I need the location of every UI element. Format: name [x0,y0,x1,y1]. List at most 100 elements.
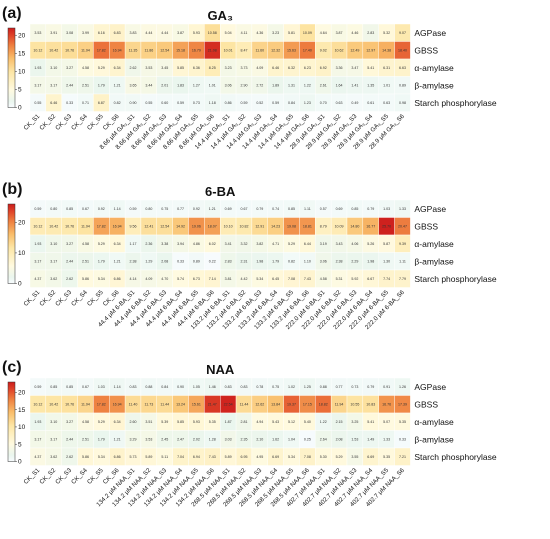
cell-value-label: 0.25 [304,438,311,442]
cell-value-label: 0.49 [351,101,358,105]
row-label: β-amylase [414,434,454,444]
cell-value-label: 3.25 [351,420,358,424]
heatmap-panel: (a) GA₃ 0 5 10 15 20 3.53 3.91 3.08 3.99 6.16 6.83 3.… [2,5,497,151]
column-label: CK_S4 [70,113,89,132]
cell-value-label: 5.29 [98,420,105,424]
cell-value-label: 5.34 [288,455,295,459]
cell-value-label: 6.86 [114,455,121,459]
cell-value-label: 0.67 [82,207,89,211]
heatmap-panel: (c) NAA 0 5 10 15 20 0.59 0.85 0.85 0.67 1.03 1.14 0.… [2,359,497,508]
cell-value-label: 2.81 [240,420,247,424]
cell-value-label: 0.74 [272,207,279,211]
panel-title: GA₃ [207,8,233,23]
cell-value-label: 3.17 [34,438,41,442]
panel-label: (c) [2,359,22,376]
cell-value-label: 22.54 [224,403,233,407]
cell-value-label: 7.08 [288,277,295,281]
cell-value-label: 1.17 [130,242,137,246]
cell-value-label: 5.34 [98,455,105,459]
cell-value-label: 2.38 [130,260,137,264]
colorbar-tick-label: 5 [18,87,22,94]
cell-value-label: 10.09 [303,31,312,35]
cell-value-label: 6.94 [193,455,200,459]
cell-value-label: 4.44 [145,31,152,35]
cell-value-label: 0.85 [351,207,358,211]
cell-value-label: 1.21 [114,260,121,264]
cell-value-label: 5.81 [288,31,295,35]
cell-value-label: 4.64 [320,31,327,35]
row-label: α-amylase [414,63,454,73]
cell-value-label: 2.44 [66,438,73,442]
cell-value-label: 4.11 [241,31,248,35]
cell-value-label: 0.73 [351,385,358,389]
cell-value-label: 5.34 [98,277,105,281]
cell-value-label: 4.06 [351,242,358,246]
cell-value-label: 7.43 [209,455,216,459]
cell-value-label: 6.92 [320,66,327,70]
row-label: Starch phosphorylase [414,98,496,108]
cell-value-label: 0.59 [34,207,41,211]
cell-value-label: 16.76 [382,403,391,407]
cell-value-label: 3.73 [240,66,247,70]
column-label: CK_S3 [54,289,73,308]
cell-value-label: 11.44 [160,403,169,407]
cell-value-label: 3.06 [225,84,232,88]
colorbar-tick-label: 0 [18,105,22,112]
cell-value-label: 6.69 [367,455,374,459]
cell-value-label: 6.46 [272,66,279,70]
cell-value-label: 1.98 [367,260,374,264]
cell-value-label: 16.94 [113,225,122,229]
cell-value-label: 0.59 [240,101,247,105]
cell-value-label: 1.01 [209,84,216,88]
cell-value-label: 0.69 [225,207,232,211]
cell-value-label: 9.56 [130,225,137,229]
cell-value-label: 21.47 [208,403,217,407]
cell-value-label: 8.47 [240,49,247,53]
cell-value-label: 1.30 [383,260,390,264]
cell-value-label: 14.23 [271,225,280,229]
cell-value-label: 0.85 [66,385,73,389]
cell-value-label: 5.39 [161,420,168,424]
cell-value-label: 9.02 [320,49,327,53]
cell-value-label: 1.79 [98,438,105,442]
cell-value-label: 2.62 [66,277,73,281]
cell-value-label: 4.58 [82,420,89,424]
cell-value-label: 11.86 [145,49,154,53]
cell-value-label: 5.30 [320,455,327,459]
cell-value-label: 5.35 [399,420,406,424]
cell-value-label: 0.90 [130,101,137,105]
cell-value-label: 13.24 [176,403,185,407]
cell-value-label: 0.79 [367,385,374,389]
cell-value-label: 1.23 [304,101,311,105]
row-label: β-amylase [414,256,454,266]
cell-value-label: 6.36 [193,66,200,70]
colorbar-tick-label: 5 [18,441,22,448]
cell-value-label: 2.36 [145,242,152,246]
row-label: AGPase [414,204,446,214]
cell-value-label: 1.26 [399,385,406,389]
cell-value-label: 3.17 [50,260,57,264]
cell-value-label: 17.82 [97,403,106,407]
cell-value-label: 3.55 [351,455,358,459]
cell-value-label: 11.94 [81,403,90,407]
cell-value-label: 0.78 [256,385,263,389]
cell-value-label: 2.38 [336,260,343,264]
cell-value-label: 10.42 [49,225,58,229]
cell-value-label: 3.32 [240,242,247,246]
cell-value-label: 1.93 [34,66,41,70]
cell-value-label: 6.87 [98,101,105,105]
cell-value-label: 0.61 [367,101,374,105]
cell-value-label: 1.98 [256,260,263,264]
cell-value-label: 4.86 [193,242,200,246]
cell-value-label: 0.92 [98,207,105,211]
cell-value-label: 0.84 [288,101,295,105]
cell-value-label: 0.77 [336,385,343,389]
cell-value-label: 3.51 [145,420,152,424]
cell-value-label: 3.81 [225,277,232,281]
cell-value-label: 3.08 [66,31,73,35]
cell-value-label: 2.44 [66,260,73,264]
row-label: AGPase [414,382,446,392]
panel-title: NAA [206,362,235,377]
cell-value-label: 0.67 [82,385,89,389]
